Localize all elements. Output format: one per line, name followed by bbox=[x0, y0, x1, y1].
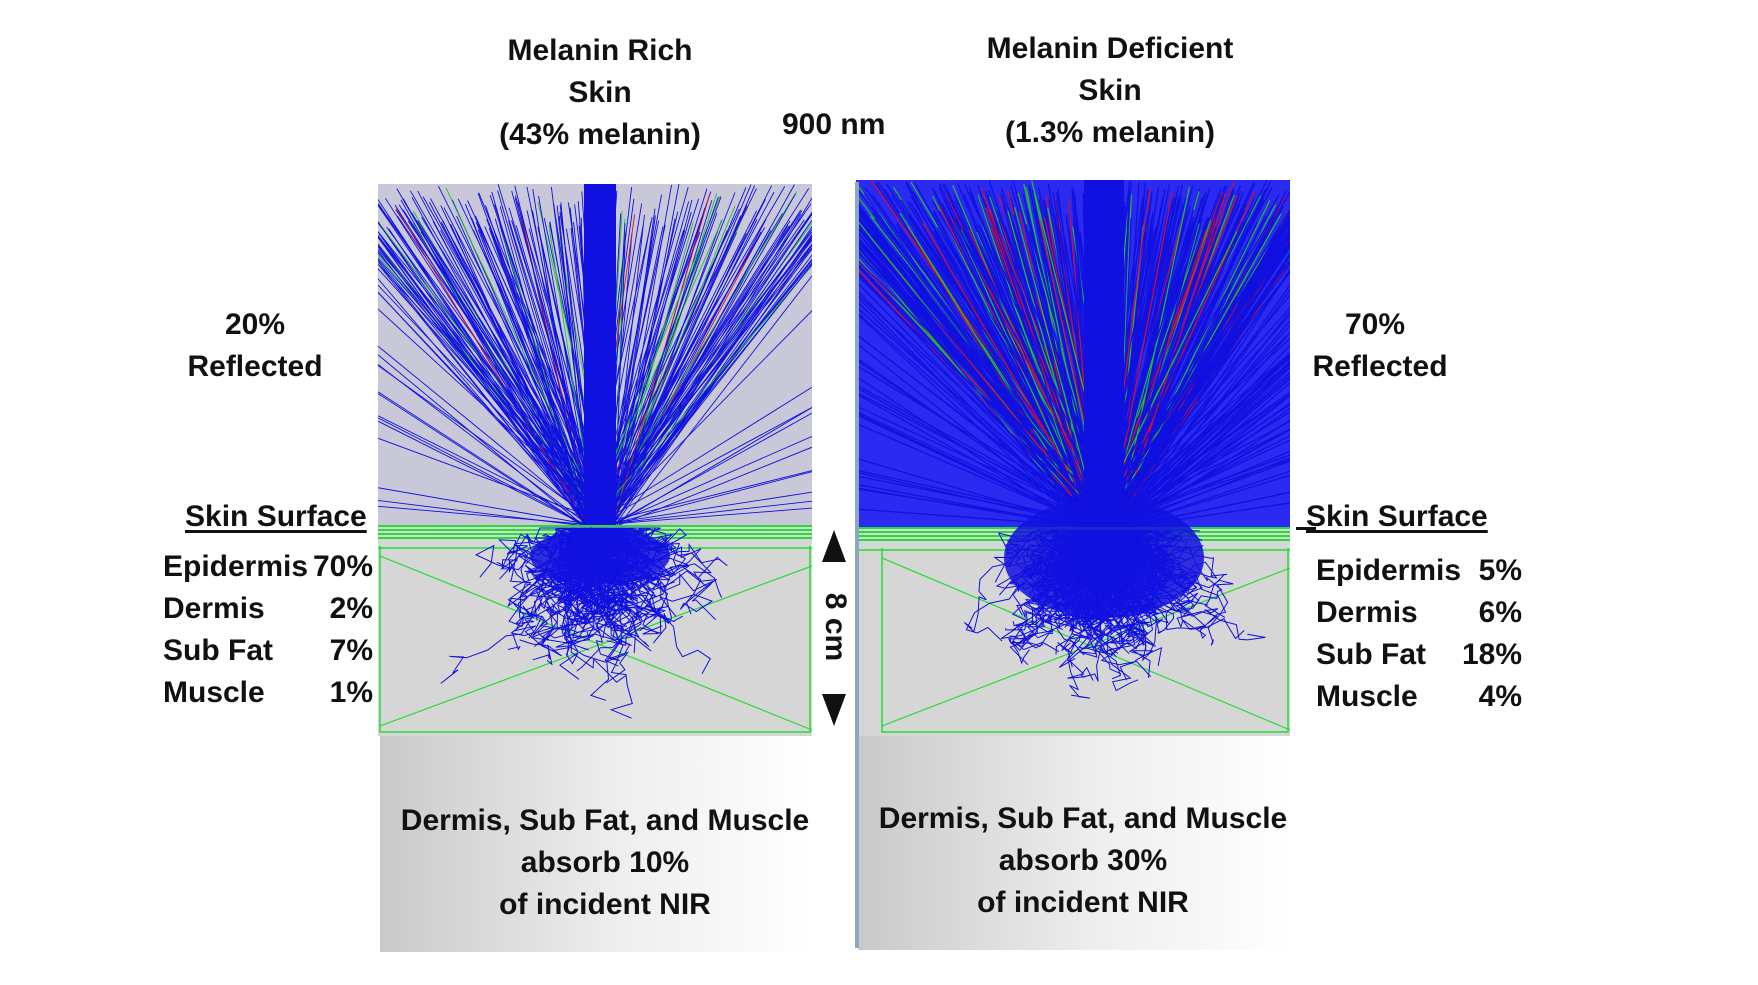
left-absorb-text: Dermis, Sub Fat, and Muscle absorb 10% o… bbox=[390, 800, 820, 926]
table-row: Epidermis 5% bbox=[1316, 550, 1522, 592]
right-title: Melanin Deficient Skin (1.3% melanin) bbox=[950, 28, 1270, 154]
layer-value: 1% bbox=[329, 676, 373, 709]
left-reflected-label: Reflected bbox=[187, 350, 323, 383]
right-reflected-value: 70% bbox=[1344, 308, 1406, 341]
right-reflected-label: Reflected bbox=[1312, 350, 1448, 383]
layer-name: Dermis bbox=[163, 592, 265, 625]
table-row: Dermis 2% bbox=[163, 588, 373, 630]
table-row: Epidermis 70% bbox=[163, 546, 373, 588]
scale-label: 8 cm bbox=[819, 592, 852, 662]
right-title-line-3: (1.3% melanin) bbox=[1004, 116, 1216, 149]
layer-name: Sub Fat bbox=[1316, 638, 1426, 671]
right-absorb-line-1: Dermis, Sub Fat, and Muscle bbox=[878, 802, 1288, 835]
arrow-down-icon bbox=[822, 694, 846, 726]
right-surface-leader-line bbox=[1296, 527, 1316, 530]
right-simulation-panel bbox=[856, 180, 1290, 736]
left-title: Melanin Rich Skin (43% melanin) bbox=[460, 30, 740, 156]
right-absorb-line-2: absorb 30% bbox=[998, 844, 1168, 877]
layer-value: 70% bbox=[312, 550, 373, 583]
left-deep-tissue bbox=[380, 736, 812, 952]
right-title-line-1: Melanin Deficient bbox=[986, 32, 1234, 65]
left-absorb-line-2: absorb 10% bbox=[520, 846, 690, 879]
left-title-line-2: Skin bbox=[568, 76, 632, 109]
right-deep-tissue bbox=[858, 736, 1290, 950]
right-title-line-2: Skin bbox=[1078, 74, 1142, 107]
right-absorb-text: Dermis, Sub Fat, and Muscle absorb 30% o… bbox=[868, 798, 1298, 924]
arrow-up-icon bbox=[822, 530, 846, 562]
table-row: Sub Fat 18% bbox=[1316, 634, 1522, 676]
wavelength-label: 900 nm bbox=[782, 108, 886, 141]
left-absorb-line-3: of incident NIR bbox=[499, 888, 711, 921]
layer-value: 5% bbox=[1478, 554, 1522, 587]
left-skin-surface-label: Skin Surface bbox=[185, 500, 367, 533]
left-absorb-line-1: Dermis, Sub Fat, and Muscle bbox=[400, 804, 810, 837]
layer-value: 2% bbox=[329, 592, 373, 625]
right-ray-trace bbox=[856, 180, 1290, 736]
left-title-line-1: Melanin Rich bbox=[507, 34, 693, 67]
table-row: Muscle 4% bbox=[1316, 676, 1522, 718]
right-layer-absorption-table: Epidermis 5% Dermis 6% Sub Fat 18% Muscle 4% bbox=[1316, 550, 1522, 718]
layer-name: Muscle bbox=[163, 676, 265, 709]
left-ray-trace bbox=[378, 184, 812, 736]
scale-bar bbox=[822, 530, 846, 726]
right-absorb-line-3: of incident NIR bbox=[977, 886, 1189, 919]
left-title-line-3: (43% melanin) bbox=[499, 118, 701, 151]
table-row: Dermis 6% bbox=[1316, 592, 1522, 634]
layer-value: 6% bbox=[1478, 596, 1522, 629]
right-skin-surface-label: Skin Surface bbox=[1306, 500, 1488, 533]
layer-name: Epidermis bbox=[1316, 554, 1462, 587]
layer-value: 4% bbox=[1478, 680, 1522, 713]
layer-value: 18% bbox=[1461, 638, 1522, 671]
layer-name: Sub Fat bbox=[163, 634, 273, 667]
panel-divider bbox=[855, 182, 859, 948]
layer-value: 7% bbox=[329, 634, 373, 667]
left-simulation-panel bbox=[378, 184, 812, 736]
layer-name: Epidermis bbox=[163, 550, 309, 583]
left-layer-absorption-table: Epidermis 70% Dermis 2% Sub Fat 7% Muscle 1% bbox=[163, 546, 373, 714]
left-reflected-value: 20% bbox=[224, 308, 286, 341]
table-row: Sub Fat 7% bbox=[163, 630, 373, 672]
layer-name: Dermis bbox=[1316, 596, 1418, 629]
layer-name: Muscle bbox=[1316, 680, 1418, 713]
table-row: Muscle 1% bbox=[163, 672, 373, 714]
